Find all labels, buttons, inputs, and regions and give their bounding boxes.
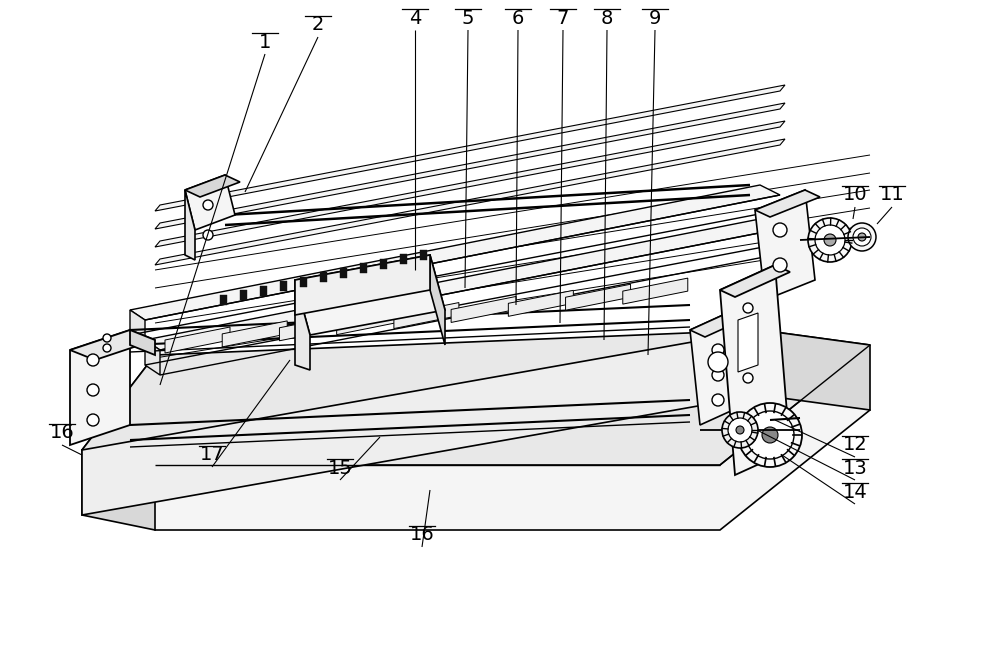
Polygon shape xyxy=(155,139,785,265)
Circle shape xyxy=(808,218,852,262)
Polygon shape xyxy=(430,255,445,345)
Polygon shape xyxy=(400,254,407,264)
Polygon shape xyxy=(185,190,195,260)
Circle shape xyxy=(743,425,753,435)
Polygon shape xyxy=(720,265,790,475)
Polygon shape xyxy=(755,190,815,300)
Polygon shape xyxy=(145,340,160,375)
Text: 6: 6 xyxy=(512,8,524,28)
Polygon shape xyxy=(337,309,402,335)
Polygon shape xyxy=(82,355,870,530)
Circle shape xyxy=(708,352,728,372)
Text: 5: 5 xyxy=(462,8,474,28)
Circle shape xyxy=(736,426,744,434)
Polygon shape xyxy=(145,215,800,350)
Polygon shape xyxy=(690,305,755,425)
Polygon shape xyxy=(300,277,307,287)
Polygon shape xyxy=(165,327,230,353)
Polygon shape xyxy=(155,103,785,229)
Circle shape xyxy=(762,427,778,443)
Polygon shape xyxy=(394,303,459,328)
Text: 9: 9 xyxy=(649,8,661,28)
Circle shape xyxy=(712,369,724,381)
Polygon shape xyxy=(295,255,445,335)
Text: 4: 4 xyxy=(409,8,421,28)
Polygon shape xyxy=(155,121,785,247)
Polygon shape xyxy=(451,297,516,322)
Polygon shape xyxy=(340,268,347,278)
Circle shape xyxy=(773,258,787,272)
Text: 2: 2 xyxy=(312,15,324,34)
Polygon shape xyxy=(690,305,760,337)
Polygon shape xyxy=(720,265,790,297)
Circle shape xyxy=(728,418,752,442)
Polygon shape xyxy=(155,85,785,211)
Circle shape xyxy=(773,223,787,237)
Circle shape xyxy=(824,234,836,246)
Text: 13: 13 xyxy=(843,459,867,477)
Text: 1: 1 xyxy=(259,32,271,52)
Polygon shape xyxy=(70,330,130,445)
Polygon shape xyxy=(130,330,155,355)
Polygon shape xyxy=(130,185,780,320)
Circle shape xyxy=(858,233,866,241)
Polygon shape xyxy=(185,175,235,230)
Text: 17: 17 xyxy=(200,446,224,464)
Polygon shape xyxy=(220,295,227,305)
Text: 16: 16 xyxy=(410,526,434,544)
Polygon shape xyxy=(70,330,155,360)
Polygon shape xyxy=(738,313,758,372)
Polygon shape xyxy=(380,259,387,268)
Polygon shape xyxy=(185,175,240,197)
Polygon shape xyxy=(260,286,267,296)
Polygon shape xyxy=(320,272,327,283)
Polygon shape xyxy=(360,263,367,273)
Polygon shape xyxy=(82,330,760,515)
Circle shape xyxy=(738,403,802,467)
Circle shape xyxy=(743,303,753,313)
Circle shape xyxy=(848,223,876,251)
Circle shape xyxy=(743,373,753,383)
Polygon shape xyxy=(566,284,631,310)
Polygon shape xyxy=(295,255,430,315)
Text: 15: 15 xyxy=(328,459,352,477)
Polygon shape xyxy=(82,450,155,530)
Circle shape xyxy=(712,344,724,356)
Circle shape xyxy=(203,230,213,240)
Polygon shape xyxy=(623,278,688,304)
Circle shape xyxy=(103,334,111,342)
Polygon shape xyxy=(279,315,344,341)
Circle shape xyxy=(87,384,99,396)
Circle shape xyxy=(103,344,111,352)
Polygon shape xyxy=(280,281,287,292)
Polygon shape xyxy=(295,280,310,370)
Circle shape xyxy=(712,394,724,406)
Polygon shape xyxy=(755,190,820,217)
Circle shape xyxy=(203,200,213,210)
Text: 10: 10 xyxy=(843,186,867,204)
Polygon shape xyxy=(82,330,870,465)
Text: 11: 11 xyxy=(880,186,904,204)
Polygon shape xyxy=(240,290,247,301)
Text: 14: 14 xyxy=(843,482,867,502)
Circle shape xyxy=(87,354,99,366)
Text: 7: 7 xyxy=(557,8,569,28)
Circle shape xyxy=(722,412,758,448)
Circle shape xyxy=(746,411,794,459)
Polygon shape xyxy=(508,290,573,316)
Text: 12: 12 xyxy=(843,435,867,455)
Circle shape xyxy=(87,414,99,426)
Text: 16: 16 xyxy=(50,424,74,442)
Polygon shape xyxy=(130,310,145,345)
Text: 8: 8 xyxy=(601,8,613,28)
Polygon shape xyxy=(760,330,870,410)
Polygon shape xyxy=(420,250,427,259)
Circle shape xyxy=(853,228,871,246)
Circle shape xyxy=(815,225,845,255)
Polygon shape xyxy=(222,321,287,347)
